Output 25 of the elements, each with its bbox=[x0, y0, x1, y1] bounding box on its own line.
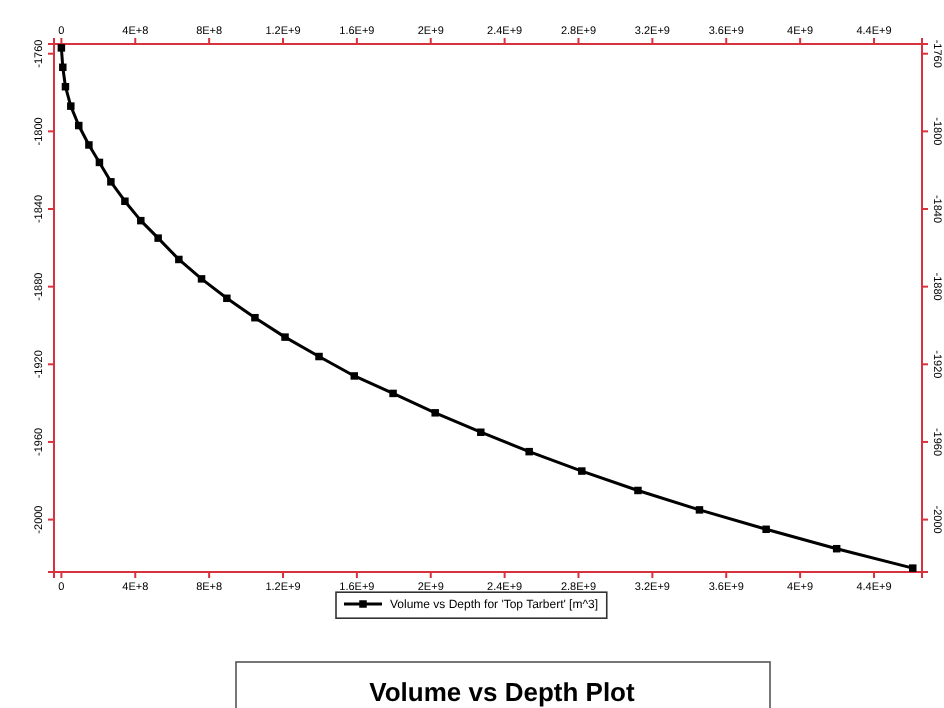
point bbox=[107, 178, 115, 186]
point bbox=[121, 197, 129, 205]
point bbox=[137, 216, 145, 225]
point bbox=[578, 467, 586, 475]
point bbox=[431, 409, 439, 417]
point bbox=[389, 389, 397, 398]
point bbox=[525, 447, 533, 456]
text: Volume vs Depth Plot bbox=[369, 677, 636, 708]
point bbox=[281, 333, 289, 341]
point bbox=[57, 44, 66, 52]
point bbox=[175, 255, 183, 264]
point bbox=[67, 102, 75, 110]
point bbox=[251, 313, 259, 322]
point bbox=[154, 234, 162, 242]
point bbox=[350, 372, 359, 380]
point bbox=[762, 525, 770, 534]
point bbox=[695, 506, 704, 514]
point bbox=[59, 63, 67, 72]
point bbox=[223, 294, 231, 303]
point bbox=[315, 352, 323, 361]
point bbox=[85, 141, 93, 149]
point bbox=[634, 486, 642, 495]
point bbox=[909, 564, 917, 572]
point bbox=[197, 275, 206, 283]
point bbox=[477, 428, 485, 436]
